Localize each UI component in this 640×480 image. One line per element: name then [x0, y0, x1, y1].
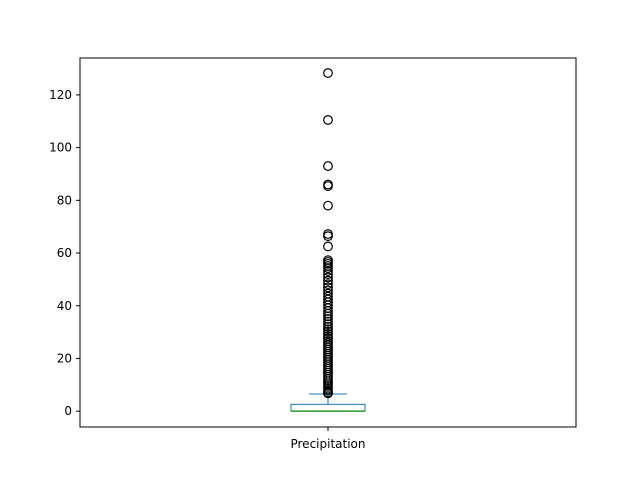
x-tick-label: Precipitation [290, 437, 365, 451]
outlier-point [323, 275, 333, 286]
outlier-point [323, 279, 333, 290]
outlier-point [323, 319, 333, 330]
outlier-point [323, 311, 333, 322]
outlier-point [323, 263, 333, 273]
outlier-point [323, 329, 333, 339]
outlier-point [323, 272, 333, 283]
y-tick-label: 40 [57, 299, 72, 313]
y-tick-label: 60 [57, 246, 72, 260]
plot-layer [290, 68, 366, 412]
outlier-point [323, 324, 333, 335]
iqr-box [290, 403, 366, 412]
outlier-point [323, 282, 333, 293]
y-tick-label: 20 [57, 351, 72, 365]
outlier-point [323, 181, 333, 191]
outlier-point [323, 231, 333, 242]
outlier-point [323, 68, 333, 78]
outlier-point [323, 200, 333, 211]
outlier-point [323, 241, 333, 252]
axes-frame [79, 57, 577, 428]
outlier-point [323, 266, 333, 276]
y-tick-label: 80 [57, 193, 72, 207]
outlier-point [323, 161, 333, 171]
outlier-point [323, 269, 333, 280]
outlier-point [323, 314, 333, 324]
y-tick-label: 100 [49, 141, 72, 155]
y-tick-label: 0 [64, 404, 72, 418]
outlier-point [323, 308, 333, 319]
outlier-point [323, 115, 333, 125]
outlier-point [323, 321, 333, 332]
outlier-point [323, 306, 333, 316]
outlier-point [323, 316, 333, 327]
outlier-point [323, 229, 333, 239]
y-tick-label: 120 [49, 88, 72, 102]
outlier-point [323, 326, 333, 337]
axis-layer: 0 20 40 60 80 100 120 Precipitation [49, 88, 365, 451]
outlier-point [323, 388, 333, 399]
